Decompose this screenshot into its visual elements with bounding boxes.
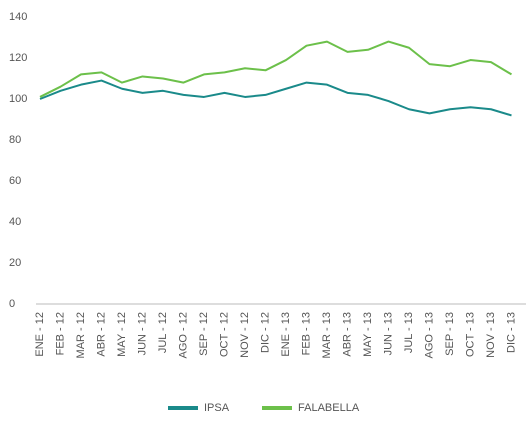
x-tick-label: SEP - 12 — [198, 312, 210, 356]
x-tick-label: ABR - 13 — [341, 312, 353, 357]
x-tick-label: MAR - 13 — [321, 312, 333, 358]
y-tick-label: 40 — [9, 216, 21, 228]
x-tick-label: FEB - 12 — [54, 312, 66, 355]
x-tick-label: AGO - 13 — [423, 312, 435, 358]
series-line — [39, 79, 512, 117]
x-tick-label: OCT - 13 — [464, 312, 476, 357]
x-tick-label: DIC - 12 — [259, 312, 271, 353]
x-tick-label: ENE - 13 — [280, 312, 292, 357]
x-tick-label: DIC - 13 — [505, 312, 517, 353]
x-tick-label: JUL - 12 — [157, 312, 169, 353]
x-tick-label: MAY - 13 — [362, 312, 374, 357]
y-tick-label: 80 — [9, 134, 21, 146]
x-tick-label: OCT - 12 — [218, 312, 230, 357]
x-tick-label: ENE - 12 — [34, 312, 46, 357]
y-tick-label: 120 — [9, 52, 27, 64]
y-tick-label: 100 — [9, 93, 27, 105]
y-tick-label: 140 — [9, 11, 27, 23]
y-tick-label: 20 — [9, 257, 21, 269]
x-tick-label: NOV - 12 — [239, 312, 251, 358]
x-tick-label: JUL - 13 — [403, 312, 415, 353]
x-tick-label: ABR - 12 — [95, 312, 107, 357]
series-line — [39, 40, 513, 98]
x-tick-label: FEB - 13 — [300, 312, 312, 355]
x-tick-label: JUN - 12 — [136, 312, 148, 355]
x-tick-label: MAY - 12 — [116, 312, 128, 357]
legend-label: FALABELLA — [298, 402, 360, 414]
y-tick-label: 60 — [9, 175, 21, 187]
x-tick-label: MAR - 12 — [75, 312, 87, 358]
x-tick-label: JUN - 13 — [382, 312, 394, 355]
x-tick-label: NOV - 13 — [485, 312, 497, 358]
y-tick-label: 0 — [9, 298, 15, 310]
x-tick-label: AGO - 12 — [177, 312, 189, 358]
x-tick-label: SEP - 13 — [444, 312, 456, 356]
legend-label: IPSA — [204, 402, 230, 414]
